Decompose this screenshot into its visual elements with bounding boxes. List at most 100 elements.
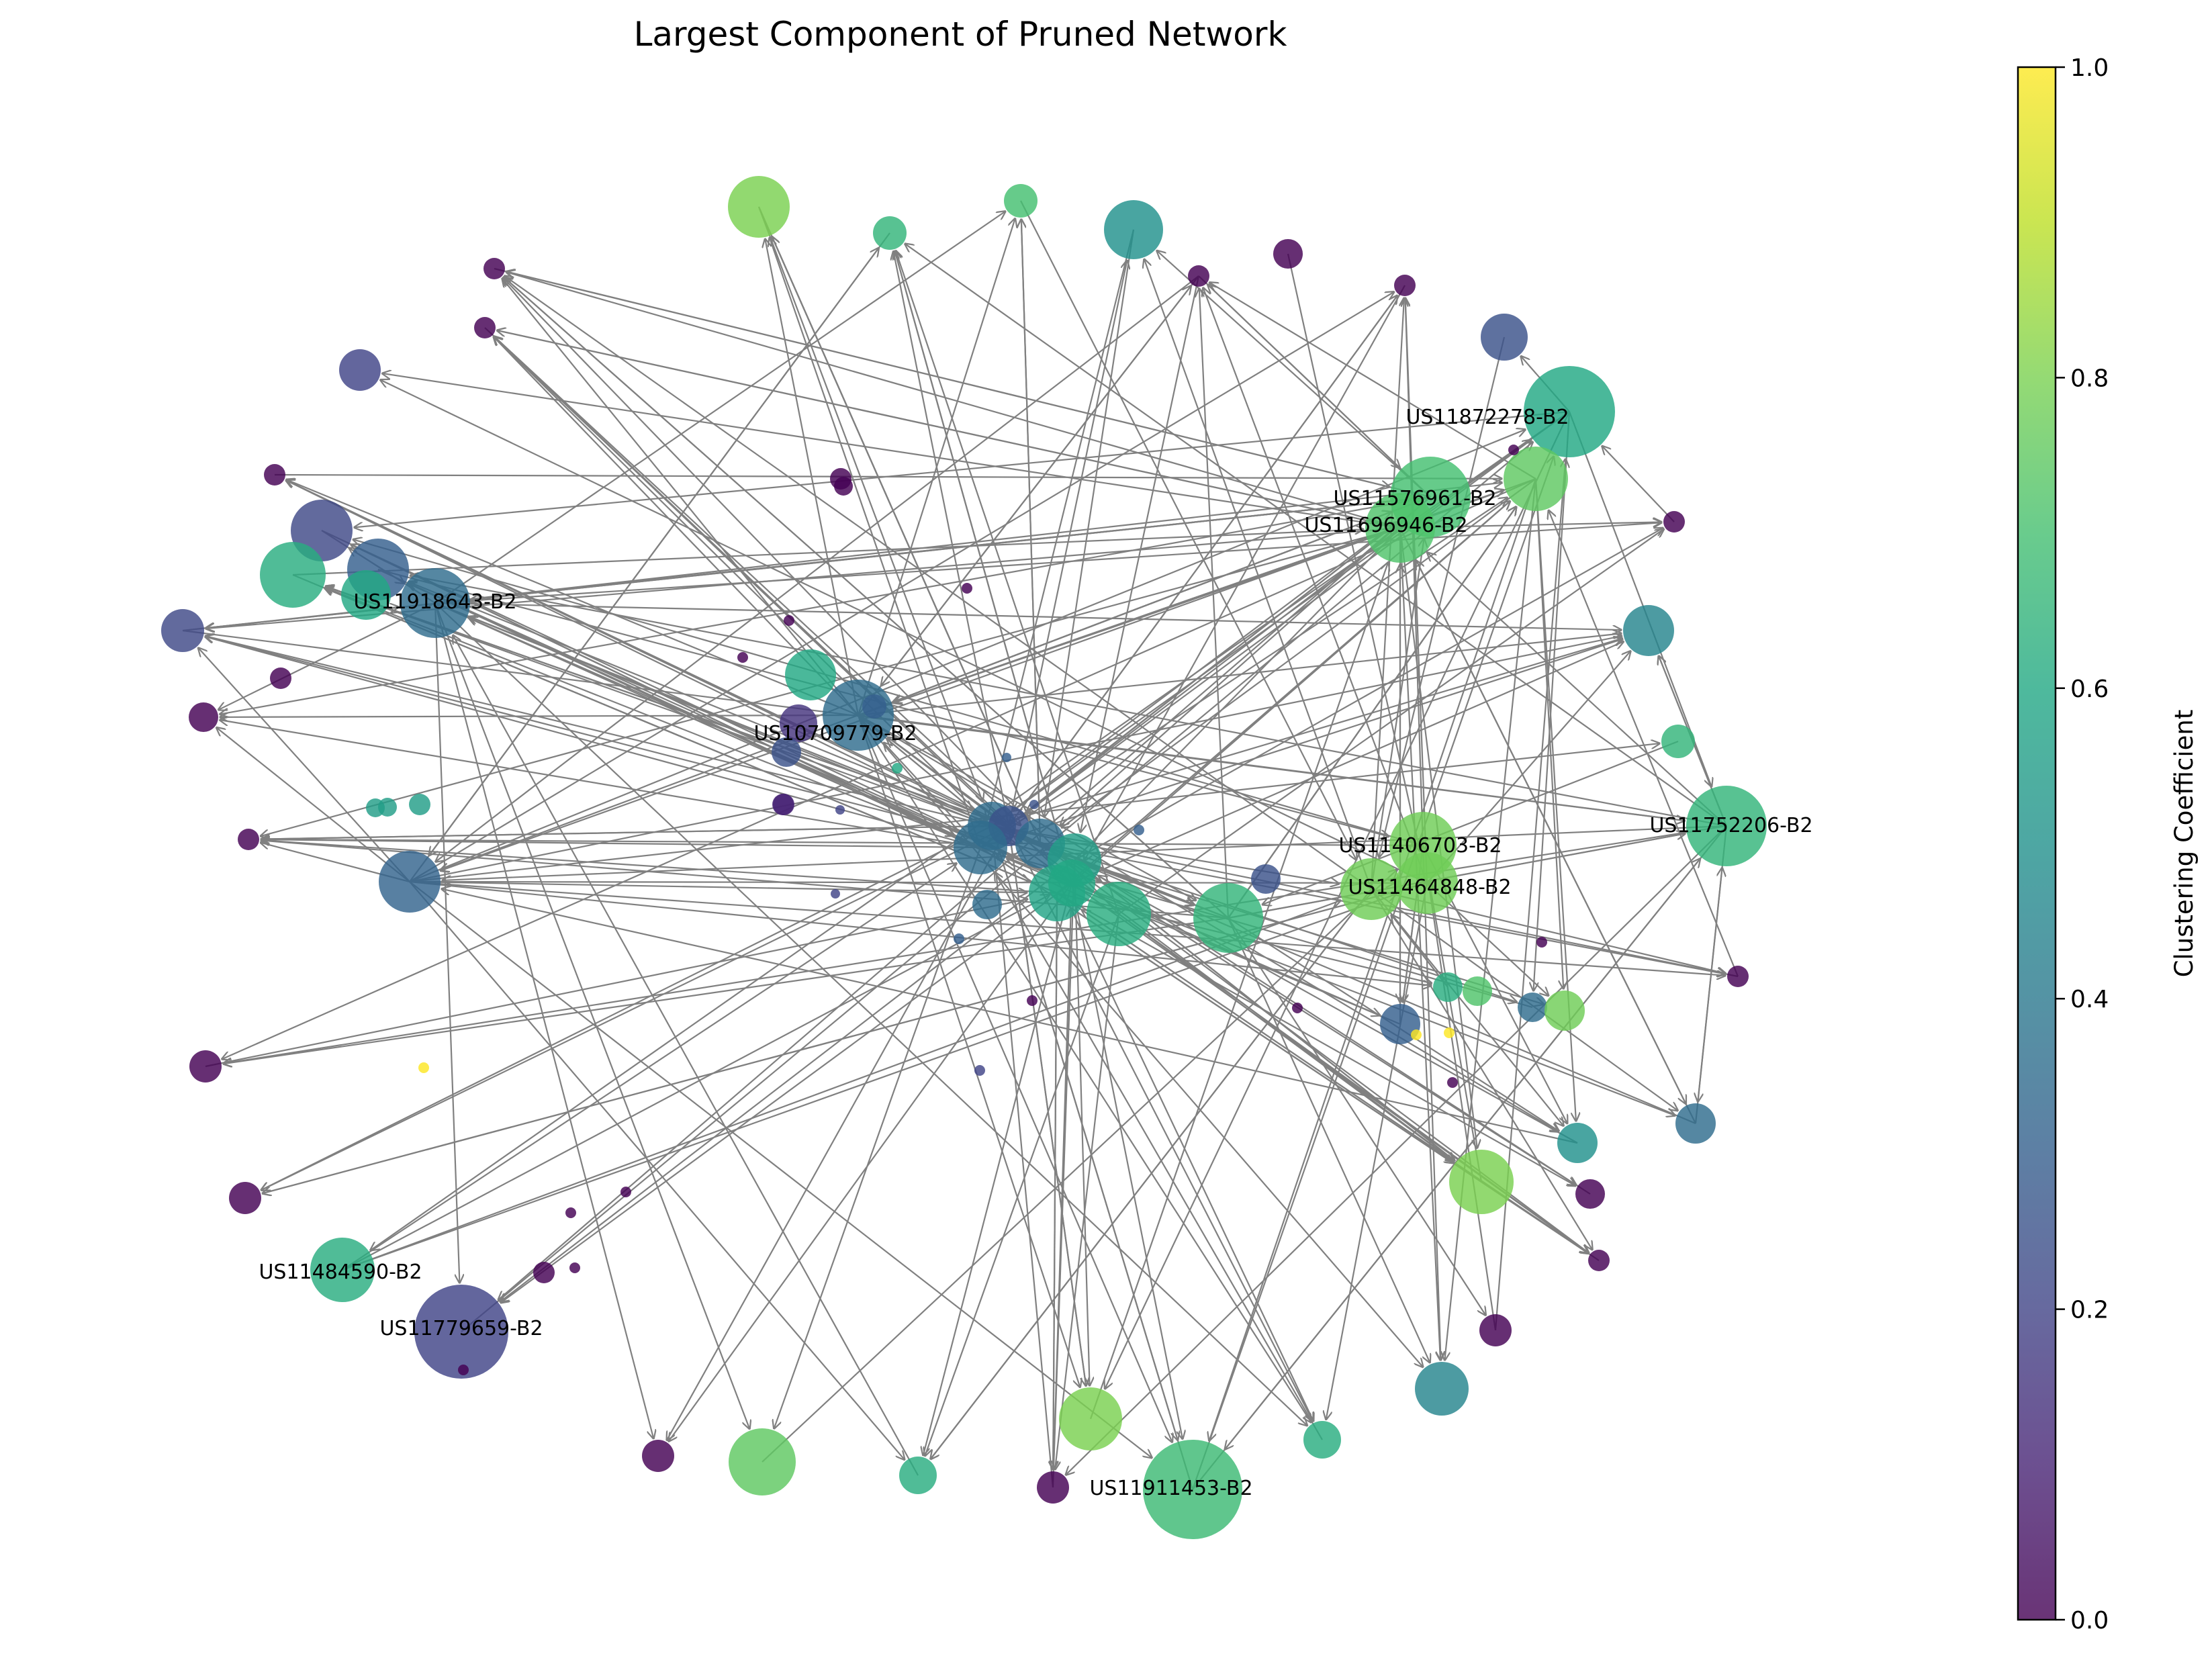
network-edge <box>342 901 1340 1270</box>
network-node <box>642 1440 674 1472</box>
network-node <box>1303 1421 1341 1459</box>
network-node <box>954 821 1007 874</box>
colorbar-tick-label: 0.6 <box>2070 676 2109 703</box>
network-node <box>835 805 845 815</box>
network-node <box>1037 1471 1069 1504</box>
network-node <box>1447 1077 1458 1088</box>
network-node <box>569 1262 580 1273</box>
network-edge <box>1199 289 1228 918</box>
network-node <box>1027 995 1038 1006</box>
colorbar-tick-label: 0.0 <box>2070 1607 2109 1634</box>
network-node <box>1481 314 1528 361</box>
network-node <box>1545 991 1585 1031</box>
network-node <box>899 1457 937 1494</box>
network-node <box>1251 864 1281 894</box>
network-node <box>260 542 326 608</box>
network-node <box>1557 1123 1598 1163</box>
network-edge <box>494 269 1389 487</box>
network-edge <box>410 882 1152 1458</box>
network-edge <box>501 883 1072 1303</box>
network-edge <box>500 860 1074 1302</box>
network-node <box>379 851 441 913</box>
network-edge <box>1428 880 1495 1330</box>
network-edge <box>1082 910 1599 1260</box>
network-node <box>785 649 836 700</box>
network-node <box>1104 200 1163 259</box>
network-node <box>238 829 259 850</box>
network-edge <box>286 480 1009 826</box>
network-edge <box>261 826 1009 1190</box>
colorbar-tick-label: 0.2 <box>2070 1297 2109 1324</box>
node-label: US11464848-B2 <box>1348 876 1511 899</box>
node-label: US11911453-B2 <box>1089 1477 1252 1500</box>
network-node <box>565 1207 576 1218</box>
node-label: US10709779-B2 <box>753 722 917 745</box>
network-node <box>189 1050 222 1083</box>
colorbar-tick-label: 0.8 <box>2070 365 2109 392</box>
network-edge <box>261 839 1423 845</box>
network-edge <box>429 233 890 856</box>
network-edge <box>762 870 1397 1462</box>
node-label: US11406703-B2 <box>1338 834 1502 858</box>
network-edge <box>669 883 1072 1441</box>
network-node <box>1661 725 1695 758</box>
network-edge <box>293 575 1029 882</box>
network-node <box>458 1365 469 1375</box>
network-node <box>1004 184 1038 218</box>
network-node <box>1536 937 1547 948</box>
node-label: US11872278-B2 <box>1405 406 1569 429</box>
network-node <box>773 794 794 815</box>
network-edge <box>435 212 1005 603</box>
network-edge <box>1549 510 1738 976</box>
network-edge <box>881 276 1199 686</box>
colorbar-label: Clustering Coefficient <box>2170 710 2199 978</box>
network-node <box>1575 1179 1605 1209</box>
node-label: US11779659-B2 <box>379 1317 543 1340</box>
network-edge <box>485 328 1021 825</box>
colorbar-ticks: 0.00.20.40.60.81.0 <box>2056 54 2109 1634</box>
network-node <box>873 216 907 250</box>
network-node <box>892 763 903 774</box>
node-label: US11696946-B2 <box>1304 514 1467 537</box>
network-node <box>1059 1387 1122 1450</box>
network-node <box>862 694 886 719</box>
network-node <box>954 933 964 944</box>
network-edge <box>1157 250 1430 497</box>
network-node <box>1394 275 1416 296</box>
network-node <box>1479 1314 1512 1346</box>
network-node <box>1134 825 1144 835</box>
network-node <box>1411 1029 1422 1040</box>
network-node <box>831 889 840 899</box>
network-node <box>1508 445 1519 455</box>
network-node <box>728 176 790 238</box>
network-edge <box>923 883 1072 1455</box>
network-edge <box>342 864 956 1270</box>
network-node <box>533 1262 555 1283</box>
network-edge <box>435 603 1048 849</box>
network-edge <box>410 882 1394 883</box>
network-node <box>1048 860 1095 907</box>
network-node <box>1463 976 1492 1006</box>
colorbar: 0.00.20.40.60.81.0 Clustering Coefficien… <box>2018 54 2199 1634</box>
network-node <box>1449 1150 1514 1214</box>
network-node <box>1504 447 1568 511</box>
network-edge <box>1423 845 1441 1360</box>
network-node <box>1415 1362 1469 1416</box>
node-label-layer: US11872278-B2US11576961-B2US11696946-B2U… <box>259 406 1812 1500</box>
node-label: US11918643-B2 <box>353 590 516 614</box>
network-node <box>1193 883 1263 953</box>
network-node <box>974 1065 985 1076</box>
network-edge <box>286 480 992 826</box>
colorbar-tick-label: 0.4 <box>2070 986 2109 1013</box>
network-node <box>339 349 381 391</box>
network-node <box>1675 1103 1716 1144</box>
network-node <box>972 890 1002 919</box>
network-node <box>1444 1027 1455 1038</box>
network-node <box>834 477 853 496</box>
network-node <box>1029 800 1039 809</box>
network-node <box>1727 966 1749 987</box>
network-node <box>409 794 430 815</box>
node-label: US11752206-B2 <box>1649 814 1812 837</box>
